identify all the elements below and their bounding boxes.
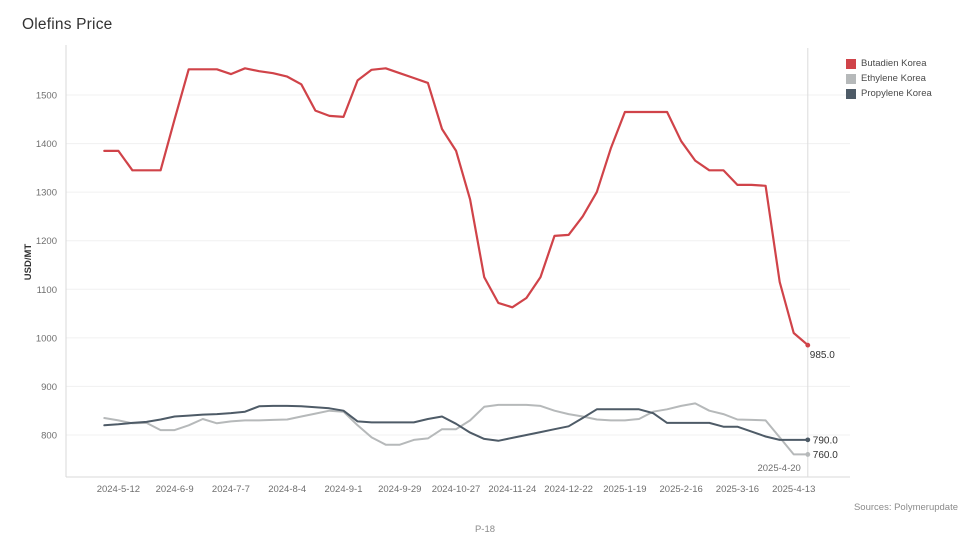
- x-axis-tick-label: 2025-4-13: [772, 484, 815, 495]
- legend-label: Propylene Korea: [861, 88, 932, 99]
- y-axis-tick-label: 1300: [36, 188, 57, 199]
- x-axis-tick-label: 2024-7-7: [212, 484, 250, 495]
- series-end-marker-butadien-korea[interactable]: [805, 342, 811, 348]
- propylene-color-swatch: [846, 88, 856, 99]
- x-axis-tick-label: 2024-5-12: [97, 484, 140, 495]
- series-end-marker-propylene-korea[interactable]: [805, 437, 811, 443]
- ethylene-color-swatch: [846, 73, 856, 84]
- legend-label: Ethylene Korea: [861, 73, 926, 84]
- chart-legend: Butadien Korea Ethylene Korea Propylene …: [846, 58, 932, 99]
- legend-item-ethylene-korea[interactable]: Ethylene Korea: [846, 73, 932, 84]
- x-axis-tick-label: 2024-6-9: [156, 484, 194, 495]
- butadien-color-swatch: [846, 58, 856, 69]
- y-axis-tick-label: 800: [41, 431, 57, 442]
- y-axis-tick-label: 1200: [36, 236, 57, 247]
- legend-label: Butadien Korea: [861, 58, 927, 69]
- series-line-propylene-korea[interactable]: [103, 404, 809, 442]
- x-axis-tick-label: 2024-10-27: [432, 484, 481, 495]
- page-title: Olefins Price: [22, 16, 113, 33]
- y-axis-tick-label: 1400: [36, 139, 57, 150]
- end-value-label-ethylene-korea: 790.0: [813, 435, 838, 446]
- series-line-butadien-korea[interactable]: [103, 67, 809, 347]
- x-axis-tick-label: 2025-2-16: [660, 484, 703, 495]
- end-date-annotation: 2025-4-20: [757, 463, 800, 474]
- page-number: P-18: [474, 524, 496, 535]
- x-axis-tick-label: 2024-11-24: [488, 484, 536, 495]
- olefins-price-chart: 800 900 1000 1100 1200 1300 1400 1500 USD/MT 2024…: [23, 45, 850, 495]
- y-axis-tick-label: 1500: [36, 91, 57, 102]
- y-axis-title: USD/MT: [23, 244, 34, 281]
- y-axis-tick-label: 1100: [37, 285, 57, 296]
- x-axis-tick-label: 2024-8-4: [268, 484, 306, 495]
- x-axis-tick-label: 2024-12-22: [544, 484, 593, 495]
- x-axis-tick-label: 2025-1-19: [603, 484, 646, 495]
- y-axis-tick-label: 900: [41, 382, 57, 393]
- end-value-label-propylene-korea: 760.0: [813, 450, 838, 461]
- x-axis-tick-label: 2024-9-29: [378, 484, 421, 495]
- source-note: Sources: Polymerupdate: [853, 502, 958, 513]
- y-axis-tick-label: 1000: [36, 333, 57, 344]
- x-axis-tick-label: 2024-9-1: [324, 484, 362, 495]
- legend-item-butadien-korea[interactable]: Butadien Korea: [846, 58, 932, 69]
- x-axis-tick-label: 2025-3-16: [716, 484, 759, 495]
- end-value-label-butadien-korea: 985.0: [810, 350, 835, 361]
- legend-item-propylene-korea[interactable]: Propylene Korea: [846, 88, 932, 99]
- series-end-marker-ethylene-korea[interactable]: [805, 452, 811, 457]
- series-line-ethylene-korea[interactable]: [103, 402, 809, 456]
